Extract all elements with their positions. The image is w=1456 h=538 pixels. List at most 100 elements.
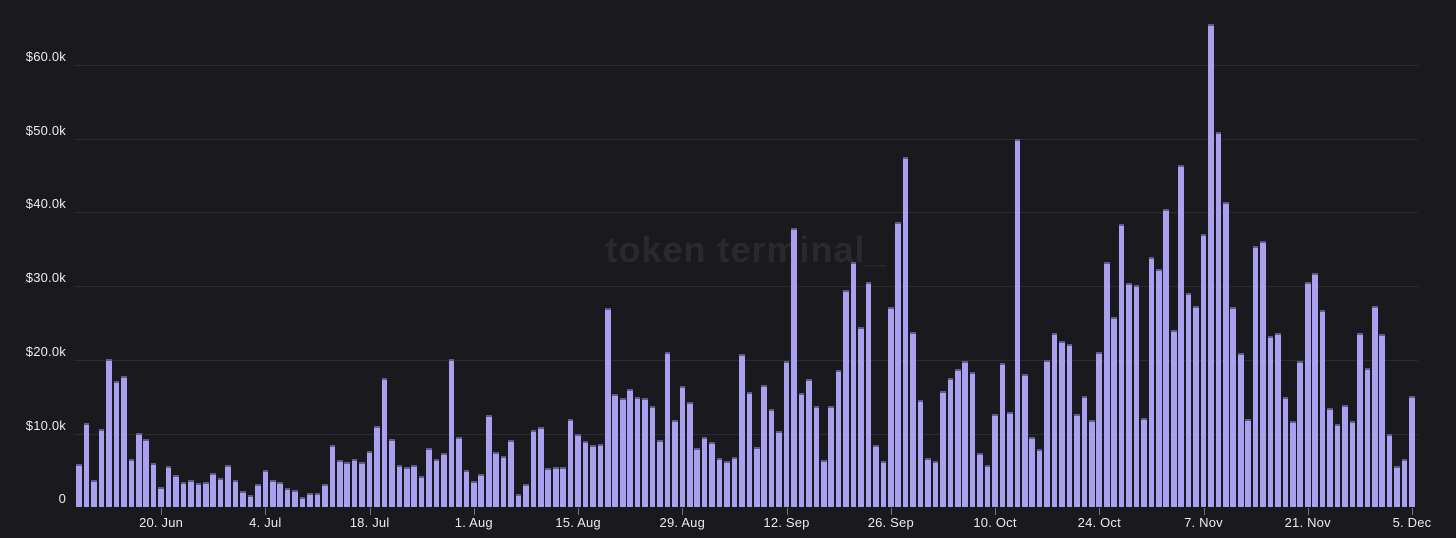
bar[interactable] (374, 426, 380, 508)
bar[interactable] (329, 444, 336, 508)
bar[interactable] (337, 460, 343, 508)
bar[interactable] (977, 452, 983, 508)
bar[interactable] (314, 492, 321, 508)
bar[interactable] (500, 455, 507, 508)
bar[interactable] (1386, 433, 1393, 508)
bar[interactable] (1170, 330, 1177, 508)
bar[interactable] (984, 464, 991, 508)
bar[interactable] (850, 261, 857, 508)
bar[interactable] (887, 306, 894, 508)
bar[interactable] (1200, 234, 1207, 508)
bar[interactable] (478, 474, 485, 508)
bar[interactable] (1022, 373, 1028, 508)
bar[interactable] (619, 398, 626, 508)
bar[interactable] (1260, 241, 1266, 508)
bar[interactable] (1230, 307, 1237, 508)
bar[interactable] (344, 462, 351, 508)
bar[interactable] (954, 368, 961, 508)
bar[interactable] (538, 426, 544, 508)
bar[interactable] (1297, 360, 1304, 508)
bar[interactable] (679, 385, 686, 508)
bar[interactable] (292, 489, 298, 508)
bar[interactable] (552, 466, 559, 508)
bar[interactable] (1141, 418, 1147, 508)
bar[interactable] (776, 430, 782, 508)
bar[interactable] (366, 451, 373, 508)
bar[interactable] (128, 459, 135, 508)
bar[interactable] (575, 433, 581, 508)
bar[interactable] (865, 281, 872, 508)
bar[interactable] (686, 401, 693, 508)
bar[interactable] (694, 447, 700, 508)
bar[interactable] (456, 436, 462, 508)
bar[interactable] (322, 483, 328, 508)
bar[interactable] (649, 406, 656, 508)
bar[interactable] (709, 441, 715, 508)
bar[interactable] (1089, 419, 1095, 508)
bar[interactable] (91, 480, 97, 508)
bar[interactable] (1096, 352, 1103, 508)
bar[interactable] (1111, 317, 1117, 508)
bar[interactable] (1252, 246, 1259, 508)
bar[interactable] (493, 452, 499, 508)
bar[interactable] (1282, 396, 1289, 508)
bar[interactable] (441, 452, 447, 508)
bar[interactable] (165, 466, 172, 508)
bar[interactable] (1290, 421, 1296, 508)
bar[interactable] (560, 466, 566, 508)
bar[interactable] (910, 331, 916, 508)
bar[interactable] (202, 481, 209, 508)
bar[interactable] (1394, 466, 1400, 508)
bar[interactable] (76, 463, 82, 508)
bar[interactable] (1267, 336, 1274, 508)
bar[interactable] (1312, 272, 1318, 508)
bar[interactable] (791, 228, 797, 508)
bar[interactable] (820, 460, 827, 508)
bar[interactable] (1245, 418, 1251, 508)
bar[interactable] (932, 460, 939, 508)
bar[interactable] (277, 482, 284, 508)
bar[interactable] (1208, 24, 1214, 508)
bar[interactable] (1029, 437, 1036, 508)
bar[interactable] (716, 457, 723, 508)
bar[interactable] (351, 458, 358, 508)
bar[interactable] (247, 494, 254, 508)
bar[interactable] (1126, 283, 1132, 508)
bar[interactable] (835, 370, 842, 508)
bar[interactable] (783, 360, 790, 508)
bar[interactable] (1059, 341, 1065, 508)
bar[interactable] (1036, 449, 1043, 508)
bar[interactable] (605, 308, 611, 508)
bar[interactable] (813, 405, 820, 508)
bar[interactable] (1401, 459, 1408, 508)
bar[interactable] (448, 359, 455, 508)
bar[interactable] (634, 396, 641, 508)
bar[interactable] (724, 460, 730, 508)
bar[interactable] (545, 468, 552, 508)
bar[interactable] (1357, 333, 1363, 508)
bar[interactable] (858, 326, 864, 508)
bar[interactable] (359, 462, 365, 508)
bar[interactable] (969, 372, 976, 508)
bar[interactable] (1409, 395, 1415, 508)
bar[interactable] (225, 464, 231, 508)
bar[interactable] (1081, 395, 1088, 508)
bar[interactable] (106, 359, 112, 508)
bar[interactable] (195, 483, 202, 508)
bar[interactable] (753, 446, 760, 508)
bar[interactable] (590, 445, 596, 508)
bar[interactable] (121, 376, 127, 508)
bar[interactable] (582, 440, 589, 508)
bar[interactable] (768, 409, 775, 508)
bar[interactable] (947, 378, 954, 508)
bar[interactable] (255, 484, 261, 508)
bar[interactable] (917, 400, 924, 508)
bar[interactable] (433, 458, 440, 508)
bar[interactable] (873, 445, 879, 508)
bar[interactable] (1215, 131, 1222, 508)
bar[interactable] (1103, 261, 1110, 508)
bar[interactable] (173, 474, 179, 508)
bar[interactable] (1014, 139, 1021, 508)
bar[interactable] (1074, 414, 1080, 508)
bar[interactable] (806, 378, 812, 508)
